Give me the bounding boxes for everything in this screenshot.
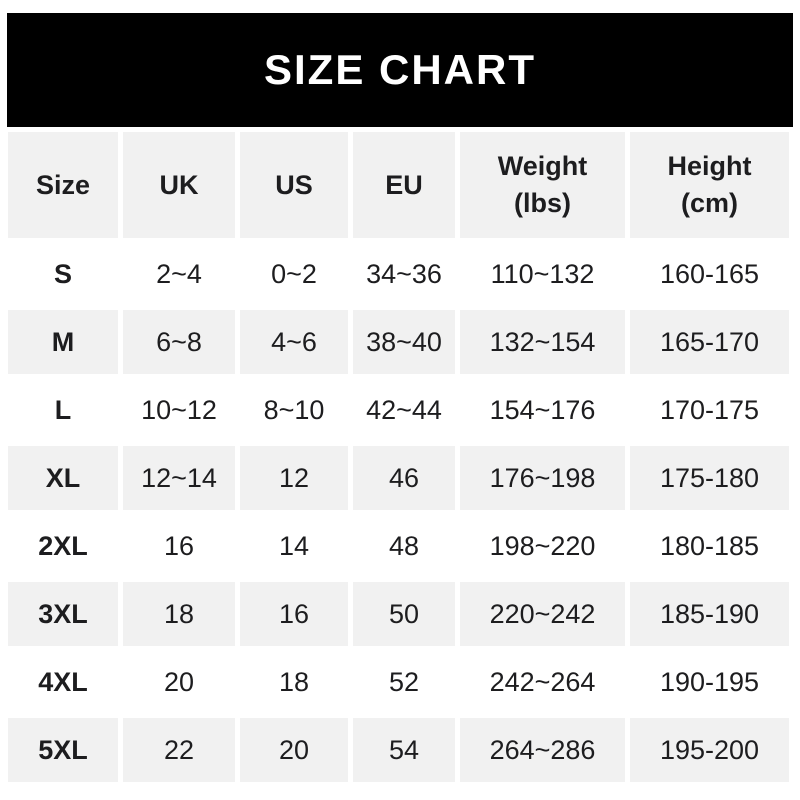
cell-us: 16 bbox=[240, 582, 348, 646]
cell-eu: 46 bbox=[353, 446, 455, 510]
cell-eu: 38~40 bbox=[353, 310, 455, 374]
cell-us: 4~6 bbox=[240, 310, 348, 374]
table-row-2xl: 2XL 16 14 48 198~220 180-185 bbox=[8, 514, 789, 578]
column-header-sub: (lbs) bbox=[514, 188, 571, 218]
column-header-label: Size bbox=[35, 169, 91, 200]
cell-us: 20 bbox=[240, 718, 348, 782]
header-row: Size UK US EU Weight (lbs) Height (cm) bbox=[8, 132, 789, 238]
cell-height: 165-170 bbox=[630, 310, 789, 374]
cell-us: 12 bbox=[240, 446, 348, 510]
size-chart-title: SIZE CHART bbox=[264, 46, 536, 93]
cell-uk: 22 bbox=[123, 718, 235, 782]
cell-eu: 54 bbox=[353, 718, 455, 782]
column-header-sub: (cm) bbox=[680, 188, 738, 218]
cell-eu: 50 bbox=[353, 582, 455, 646]
column-header-label: Weight bbox=[497, 151, 588, 181]
table-row-5xl: 5XL 22 20 54 264~286 195-200 bbox=[8, 718, 789, 782]
cell-size: S bbox=[8, 242, 118, 306]
cell-weight: 132~154 bbox=[460, 310, 625, 374]
table-row-l: L 10~12 8~10 42~44 154~176 170-175 bbox=[8, 378, 789, 442]
cell-uk: 16 bbox=[123, 514, 235, 578]
cell-height: 190-195 bbox=[630, 650, 789, 714]
table-row-m: M 6~8 4~6 38~40 132~154 165-170 bbox=[8, 310, 789, 374]
table-row-s: S 2~4 0~2 34~36 110~132 160-165 bbox=[8, 242, 789, 306]
cell-height: 170-175 bbox=[630, 378, 789, 442]
cell-uk: 20 bbox=[123, 650, 235, 714]
cell-size: 3XL bbox=[8, 582, 118, 646]
cell-height: 180-185 bbox=[630, 514, 789, 578]
cell-eu: 42~44 bbox=[353, 378, 455, 442]
cell-uk: 18 bbox=[123, 582, 235, 646]
cell-weight: 242~264 bbox=[460, 650, 625, 714]
cell-height: 195-200 bbox=[630, 718, 789, 782]
cell-us: 18 bbox=[240, 650, 348, 714]
cell-uk: 6~8 bbox=[123, 310, 235, 374]
cell-weight: 154~176 bbox=[460, 378, 625, 442]
cell-size: L bbox=[8, 378, 118, 442]
column-header-label: US bbox=[275, 169, 313, 200]
cell-uk: 2~4 bbox=[123, 242, 235, 306]
cell-eu: 52 bbox=[353, 650, 455, 714]
column-header-label: Height bbox=[667, 151, 752, 181]
cell-us: 8~10 bbox=[240, 378, 348, 442]
cell-size: M bbox=[8, 310, 118, 374]
size-chart-banner: SIZE CHART bbox=[7, 13, 793, 127]
column-header-label: EU bbox=[385, 169, 423, 200]
cell-uk: 12~14 bbox=[123, 446, 235, 510]
table-row-3xl: 3XL 18 16 50 220~242 185-190 bbox=[8, 582, 789, 646]
cell-height: 185-190 bbox=[630, 582, 789, 646]
cell-size: 2XL bbox=[8, 514, 118, 578]
column-header-weight: Weight (lbs) bbox=[460, 132, 625, 238]
table-row-xl: XL 12~14 12 46 176~198 175-180 bbox=[8, 446, 789, 510]
cell-height: 160-165 bbox=[630, 242, 789, 306]
cell-uk: 10~12 bbox=[123, 378, 235, 442]
cell-height: 175-180 bbox=[630, 446, 789, 510]
column-header-eu: EU bbox=[353, 132, 455, 238]
cell-eu: 34~36 bbox=[353, 242, 455, 306]
cell-size: 4XL bbox=[8, 650, 118, 714]
cell-eu: 48 bbox=[353, 514, 455, 578]
cell-weight: 110~132 bbox=[460, 242, 625, 306]
column-header-uk: UK bbox=[123, 132, 235, 238]
cell-size: XL bbox=[8, 446, 118, 510]
cell-us: 14 bbox=[240, 514, 348, 578]
cell-size: 5XL bbox=[8, 718, 118, 782]
size-chart-table: Size UK US EU Weight (lbs) Height (cm) bbox=[3, 128, 794, 786]
column-header-size: Size bbox=[8, 132, 118, 238]
cell-us: 0~2 bbox=[240, 242, 348, 306]
cell-weight: 220~242 bbox=[460, 582, 625, 646]
column-header-label: UK bbox=[159, 169, 199, 200]
column-header-us: US bbox=[240, 132, 348, 238]
cell-weight: 176~198 bbox=[460, 446, 625, 510]
cell-weight: 198~220 bbox=[460, 514, 625, 578]
cell-weight: 264~286 bbox=[460, 718, 625, 782]
column-header-height: Height (cm) bbox=[630, 132, 789, 238]
table-row-4xl: 4XL 20 18 52 242~264 190-195 bbox=[8, 650, 789, 714]
